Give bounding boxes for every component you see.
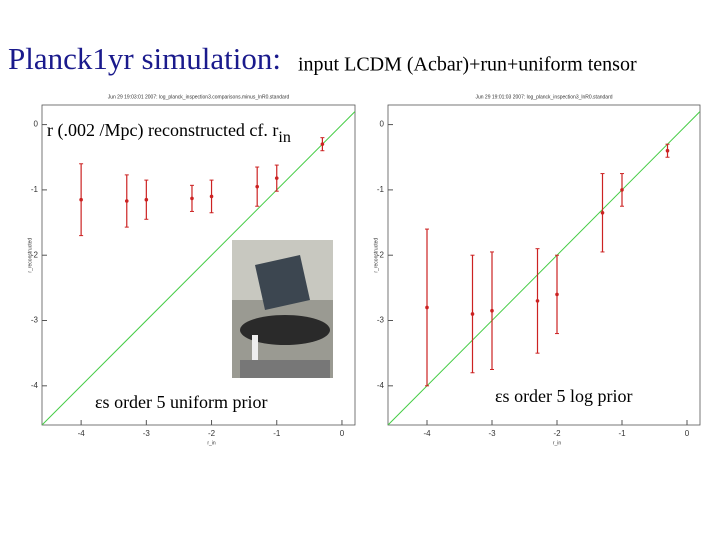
x-tick-label: -3 bbox=[143, 429, 151, 438]
plot-header: Jun 29 19:01:03 2007: log_planck_inspect… bbox=[475, 94, 612, 100]
point bbox=[490, 308, 494, 313]
point bbox=[274, 176, 279, 180]
reference-line bbox=[388, 111, 700, 425]
x-tick-label: -3 bbox=[488, 429, 496, 438]
y-tick-label: -2 bbox=[377, 250, 385, 259]
y-axis-label: r_reconstructed bbox=[373, 238, 379, 273]
annotation: εs order 5 log prior bbox=[495, 386, 633, 406]
y-tick-label: -2 bbox=[31, 250, 39, 259]
point bbox=[620, 188, 624, 192]
y-axis-label: r_reconstructed bbox=[27, 238, 33, 273]
photo bbox=[232, 240, 333, 378]
point bbox=[665, 148, 670, 153]
overlay-text: r (.002 /Mpc) reconstructed cf. rin bbox=[47, 120, 291, 146]
plot: Jun 29 19:01:03 2007: log_planck_inspect… bbox=[373, 94, 701, 446]
plot-frame bbox=[41, 104, 356, 426]
x-tick-label: -1 bbox=[273, 429, 281, 438]
plot: Jun 29 19:03:01 2007: log_planck_inspect… bbox=[27, 94, 356, 446]
point bbox=[190, 196, 194, 201]
point bbox=[255, 184, 259, 189]
point bbox=[209, 194, 214, 199]
point bbox=[320, 142, 325, 146]
x-axis-label: r_in bbox=[553, 440, 562, 446]
x-tick-label: 0 bbox=[340, 429, 345, 438]
y-tick-label: -4 bbox=[377, 381, 385, 390]
plot-frame bbox=[387, 104, 701, 426]
point bbox=[79, 197, 83, 202]
x-tick-label: -2 bbox=[553, 429, 561, 438]
annotation: εs order 5 uniform prior bbox=[95, 392, 268, 412]
point bbox=[124, 199, 129, 203]
point bbox=[535, 299, 540, 303]
point bbox=[425, 305, 429, 310]
point bbox=[470, 312, 475, 316]
point bbox=[555, 292, 559, 297]
y-tick-label: -3 bbox=[377, 316, 385, 325]
point bbox=[600, 210, 605, 215]
slide-title: Planck1yr simulation: bbox=[8, 41, 281, 76]
y-tick-label: 0 bbox=[380, 120, 385, 129]
plot-header: Jun 29 19:03:01 2007: log_planck_inspect… bbox=[108, 94, 290, 100]
point bbox=[144, 197, 149, 202]
x-tick-label: -1 bbox=[618, 429, 626, 438]
y-tick-label: -3 bbox=[31, 316, 39, 325]
y-tick-label: 0 bbox=[34, 120, 39, 129]
x-tick-label: -2 bbox=[208, 429, 216, 438]
x-tick-label: 0 bbox=[685, 429, 690, 438]
y-tick-label: -1 bbox=[31, 185, 39, 194]
slide-subtitle: input LCDM (Acbar)+run+uniform tensor bbox=[298, 54, 637, 76]
x-tick-label: -4 bbox=[78, 429, 86, 438]
x-axis-label: r_in bbox=[207, 440, 216, 446]
y-tick-label: -4 bbox=[31, 381, 39, 390]
y-tick-label: -1 bbox=[377, 185, 385, 194]
x-tick-label: -4 bbox=[423, 429, 431, 438]
reference-line bbox=[42, 111, 355, 425]
